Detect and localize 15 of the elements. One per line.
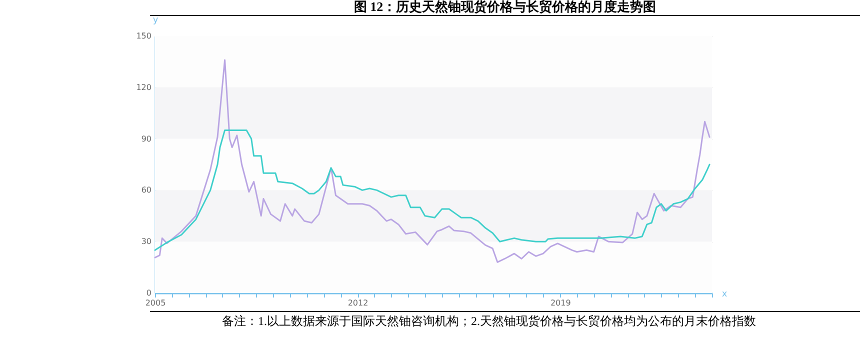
y-tick-label: 30: [141, 237, 152, 246]
chart-title: 图 12：历史天然铀现货价格与长贸价格的月度走势图: [150, 0, 860, 16]
y-axis-title: y: [152, 16, 159, 26]
y-tick-label: 60: [141, 186, 152, 195]
y-tick-label: 120: [136, 82, 152, 92]
line-series: [154, 129, 710, 251]
y-tick-label: 90: [141, 134, 152, 144]
x-tick-label: 2005: [145, 298, 166, 308]
text: 备注：1.以上数据来源于国际天然铀咨询机构；2.天然铀现货价格与长贸价格均为公布的月末价格指数: [222, 314, 757, 328]
line-series: [154, 59, 710, 263]
x-tick-label: 2019: [550, 298, 571, 308]
x-axis-title: x: [722, 290, 728, 300]
y-tick-label: 0: [146, 288, 152, 298]
x-tick-label: 2012: [348, 298, 368, 308]
y-tick-label: 150: [136, 32, 152, 40]
